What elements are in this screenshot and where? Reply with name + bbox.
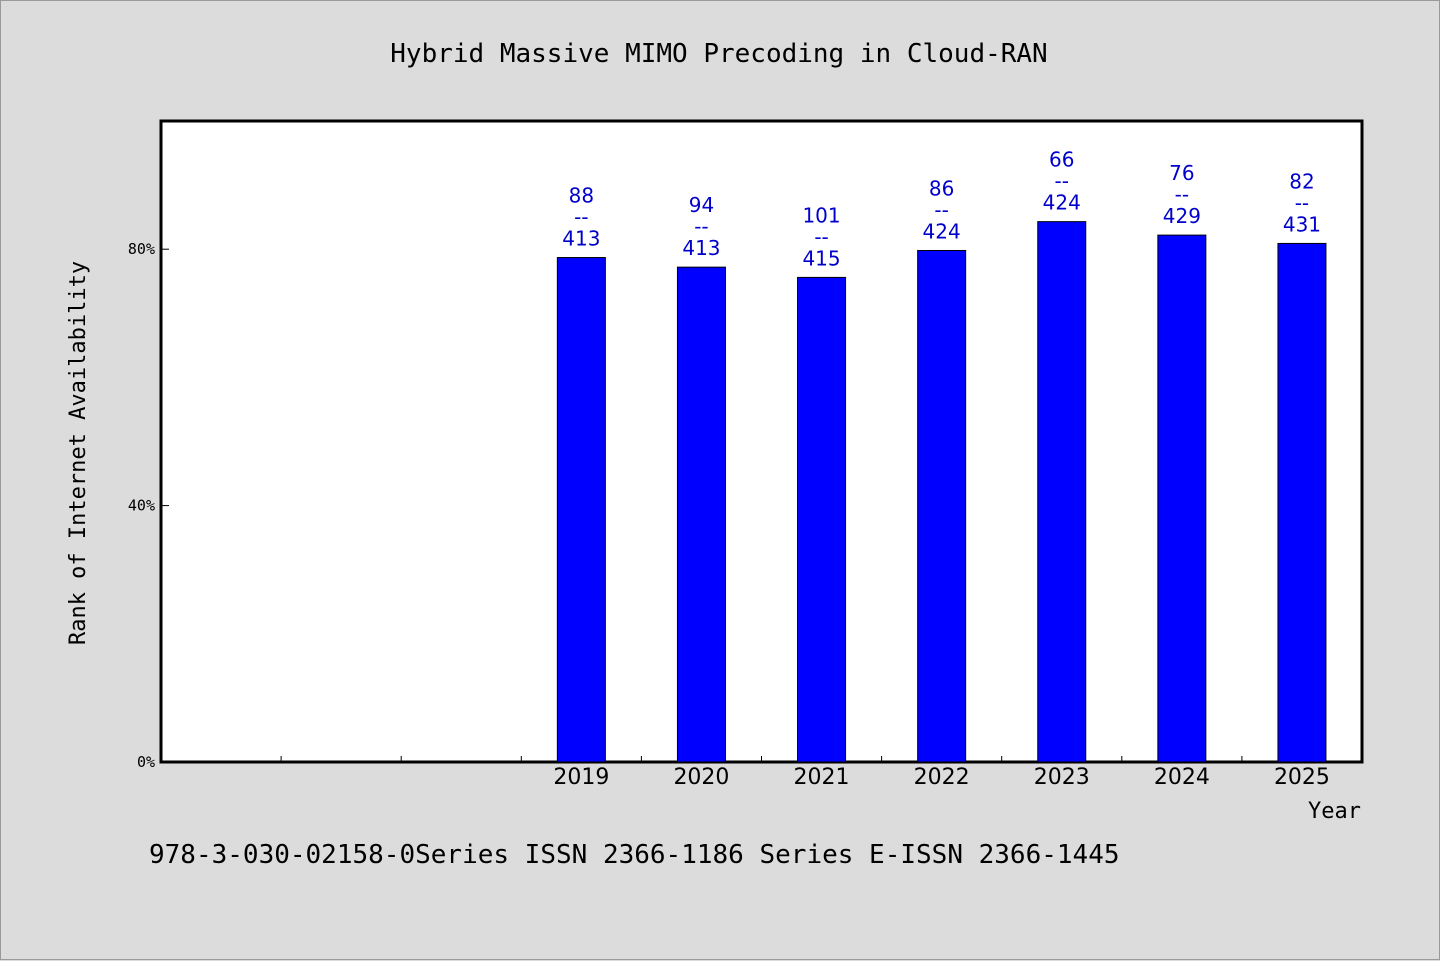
data-label-2020-1: -- — [694, 215, 708, 239]
bar-2023 — [1037, 221, 1087, 763]
x-tick-label-2019: 2019 — [553, 765, 609, 790]
data-label-2019-0: 88 — [569, 184, 594, 208]
data-label-2025-1: -- — [1295, 191, 1309, 215]
data-label-2020-2: 413 — [682, 236, 720, 260]
x-tick-label-2022: 2022 — [914, 765, 970, 790]
bar-2021 — [797, 276, 847, 763]
y-axis-ticks: 0% 40% 80% — [128, 240, 169, 771]
y-tick-label-40: 40% — [128, 497, 155, 515]
data-label-2023-0: 66 — [1049, 148, 1074, 172]
x-axis-label: Year — [1308, 799, 1361, 824]
data-label-2023-2: 424 — [1043, 191, 1081, 215]
x-axis-ticks: 2019 2020 2021 2022 2023 2024 2025 — [280, 756, 1330, 790]
bar-2025 — [1277, 242, 1327, 763]
chart-title: Hybrid Massive MIMO Precoding in Cloud-R… — [390, 39, 1047, 69]
data-label-2025-0: 82 — [1289, 169, 1314, 193]
x-tick-label-2024: 2024 — [1154, 765, 1210, 790]
data-label-2025-2: 431 — [1283, 212, 1321, 236]
bar-2022 — [917, 249, 967, 763]
x-tick-label-2021: 2021 — [794, 765, 850, 790]
bars-group — [556, 221, 1327, 763]
y-axis-label: Rank of Internet Availability — [66, 261, 91, 645]
footer-isbn-text: 978-3-030-02158-0Series ISSN 2366-1186 S… — [149, 840, 1120, 870]
x-tick-label-2023: 2023 — [1034, 765, 1090, 790]
data-label-2022-0: 86 — [929, 176, 954, 200]
data-label-2024-1: -- — [1175, 183, 1189, 207]
data-label-2021-2: 415 — [802, 246, 840, 270]
data-label-2019-2: 413 — [562, 227, 600, 251]
data-label-2022-1: -- — [934, 198, 948, 222]
bar-2024 — [1157, 234, 1207, 763]
bar-2020 — [676, 266, 726, 763]
y-tick-label-0: 0% — [137, 753, 155, 771]
data-label-2022-2: 424 — [923, 219, 961, 243]
x-tick-label-2020: 2020 — [673, 765, 729, 790]
data-label-2023-1: -- — [1055, 169, 1069, 193]
data-label-2021-1: -- — [814, 225, 828, 249]
y-tick-label-80: 80% — [128, 240, 155, 258]
data-label-2024-2: 429 — [1163, 204, 1201, 228]
data-label-2021-0: 101 — [802, 203, 840, 227]
data-label-2020-0: 94 — [689, 193, 714, 217]
bar-2019 — [556, 257, 606, 763]
x-tick-label-2025: 2025 — [1274, 765, 1330, 790]
data-labels-group: 88--41394--413101--41586--42466--42476--… — [562, 148, 1321, 271]
data-label-2024-0: 76 — [1169, 161, 1194, 185]
data-label-2019-1: -- — [574, 205, 588, 229]
